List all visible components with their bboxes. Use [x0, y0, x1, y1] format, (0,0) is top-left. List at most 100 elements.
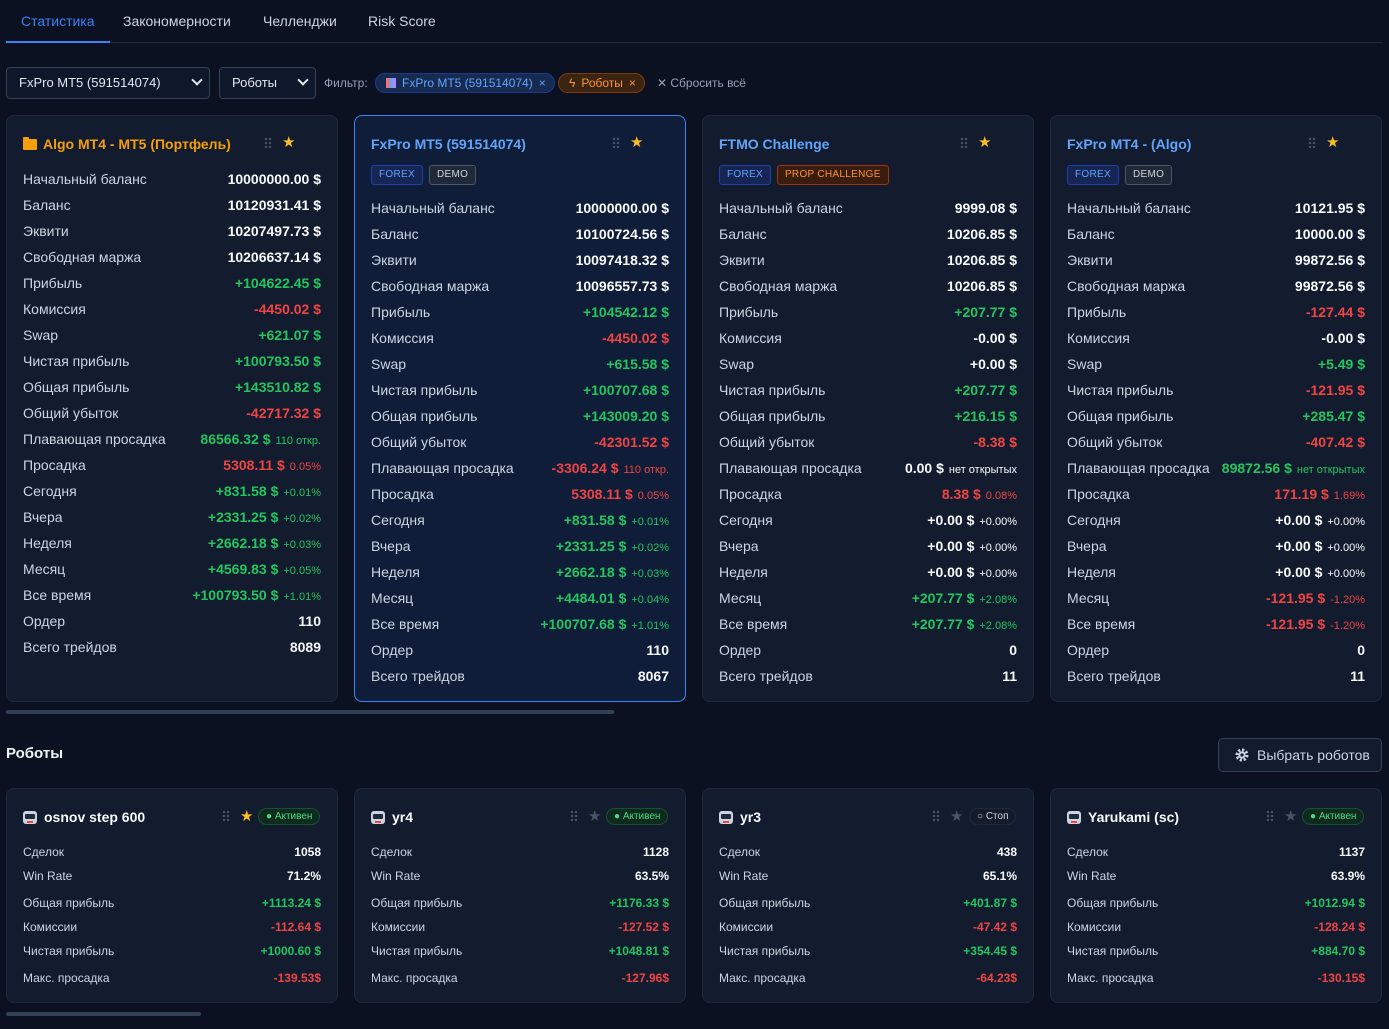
stat-value: +0.00 $ [970, 351, 1017, 377]
drag-handle-icon[interactable] [222, 810, 230, 822]
stat-amount: +621.07 $ [258, 327, 321, 343]
stat-row: Общий убыток -42717.32 $ [23, 400, 321, 426]
stat-label: Чистая прибыль [371, 382, 478, 398]
type-select[interactable]: Роботы [219, 67, 316, 99]
robot-stat-label: Общая прибыль [719, 896, 811, 910]
stat-label: Всего трейдов [371, 668, 465, 684]
stat-amount: +831.58 $ [215, 483, 279, 499]
account-card[interactable]: Algo MT4 - MT5 (Портфель) ★ Начальный ба… [6, 115, 338, 702]
drag-handle-icon[interactable] [960, 137, 968, 149]
robot-stat-value: 63.9% [1330, 869, 1365, 883]
stat-label: Swap [1067, 356, 1103, 372]
stat-value: -42301.52 $ [594, 429, 669, 455]
close-icon[interactable]: × [628, 76, 636, 90]
stat-value: 86566.32 $ 110 откр. [200, 426, 321, 454]
stat-amount: +615.58 $ [606, 356, 669, 372]
stat-value: +2662.18 $ +0.03% [556, 559, 669, 587]
stat-label: Эквити [371, 252, 417, 268]
stat-value: -121.95 $ -1.20% [1266, 585, 1365, 613]
horizontal-scrollbar[interactable] [6, 1012, 201, 1016]
robot-name: osnov step 600 [44, 809, 146, 825]
account-stats: Начальный баланс 10000000.00 $ Баланс 10120… [23, 166, 321, 660]
stat-value: +100707.68 $ +1.01% [540, 611, 669, 639]
stat-row: Вчера +2331.25 $ +0.02% [371, 533, 669, 559]
stat-label: Плавающая просадка [371, 460, 514, 476]
stat-value: +0.00 $ +0.00% [1275, 507, 1365, 535]
drag-handle-icon[interactable] [932, 810, 940, 822]
stat-label: Сегодня [371, 512, 425, 528]
stat-row: Прибыль +104542.12 $ [371, 299, 669, 325]
robot-stat-value: +1176.33 $ [609, 896, 669, 910]
reset-all-button[interactable]: ✕ Сбросить всё [657, 67, 746, 99]
tab-challenges[interactable]: Челленджи [263, 13, 337, 29]
tab-patterns[interactable]: Закономерности [123, 13, 231, 29]
stat-amount: +207.77 $ [954, 382, 1017, 398]
robot-stat-row: Комиссии -128.24 $ [1067, 915, 1365, 939]
drag-handle-icon[interactable] [570, 810, 578, 822]
star-icon[interactable]: ★ [1284, 808, 1298, 825]
drag-handle-icon[interactable] [1308, 137, 1316, 149]
stat-value: 10121.95 $ [1295, 195, 1365, 221]
account-card[interactable]: FTMO Challenge ★ FOREX PROP CHALLENGE Нач… [702, 115, 1034, 702]
close-icon[interactable]: × [538, 76, 546, 90]
stat-row: Всего трейдов 8089 [23, 634, 321, 660]
robot-title: yr3 [719, 809, 761, 825]
stat-row: Месяц +4484.01 $ +0.04% [371, 585, 669, 611]
drag-handle-icon[interactable] [264, 137, 272, 149]
stat-row: Плавающая просадка -3306.24 $ 110 откр. [371, 455, 669, 481]
stat-value: +207.77 $ [954, 299, 1017, 325]
status-badge: ● Активен [606, 808, 669, 825]
horizontal-scrollbar[interactable] [6, 710, 614, 714]
tab-risk-score[interactable]: Risk Score [368, 13, 436, 29]
account-select[interactable]: FxPro MT5 (591514074) [6, 67, 210, 99]
stat-label: Прибыль [1067, 304, 1127, 320]
stat-value: 10000000.00 $ [228, 166, 321, 192]
robot-stat-value: -139.53$ [273, 971, 321, 985]
stat-amount: +2331.25 $ [555, 538, 627, 554]
star-icon[interactable]: ★ [978, 134, 992, 151]
stat-row: Месяц +4569.83 $ +0.05% [23, 556, 321, 582]
stat-amount: 89872.56 $ [1221, 460, 1292, 476]
stat-row: Ордер 110 [23, 608, 321, 634]
account-card[interactable]: FxPro MT5 (591514074) ★ FOREX DEMO Началь… [354, 115, 686, 702]
stat-row: Свободная маржа 10206637.14 $ [23, 244, 321, 270]
robot-card[interactable]: yr4 ★ ● Активен Сделок 1128 Win Rate 63.5% О… [354, 788, 686, 1003]
robot-card[interactable]: yr3 ★ ○ Стоп Сделок 438 Win Rate 65.1% Общая… [702, 788, 1034, 1003]
robot-stat-row: Общая прибыль +1176.33 $ [371, 891, 669, 915]
stat-row: Баланс 10206.85 $ [719, 221, 1017, 247]
star-icon[interactable]: ★ [1326, 134, 1340, 151]
stat-label: Всего трейдов [23, 639, 117, 655]
stat-row: Общая прибыль +143009.20 $ [371, 403, 669, 429]
drag-handle-icon[interactable] [612, 137, 620, 149]
robot-card[interactable]: Yarukami (sc) ★ ● Активен Сделок 1137 Win … [1050, 788, 1382, 1003]
stat-value: +0.00 $ +0.00% [927, 533, 1017, 561]
stat-amount: 99872.56 $ [1294, 278, 1365, 294]
star-icon[interactable]: ★ [950, 808, 964, 825]
stat-sub: +0.00% [979, 516, 1017, 528]
star-icon[interactable]: ★ [240, 808, 254, 825]
stat-value: 10000.00 $ [1295, 221, 1365, 247]
star-icon[interactable]: ★ [588, 808, 602, 825]
robot-stat-value: -64.23$ [976, 971, 1017, 985]
drag-handle-icon[interactable] [1266, 810, 1274, 822]
stat-label: Вчера [371, 538, 411, 554]
stat-value: +0.00 $ +0.00% [927, 507, 1017, 535]
stat-amount: 5308.11 $ [571, 486, 633, 502]
pick-robots-button[interactable]: Выбрать роботов [1218, 738, 1382, 772]
stat-amount: +143510.82 $ [234, 379, 321, 395]
stat-label: Баланс [719, 226, 767, 242]
account-select-value: FxPro MT5 (591514074) [19, 75, 161, 90]
star-icon[interactable]: ★ [630, 134, 644, 151]
robot-stat-label: Комиссии [23, 920, 78, 934]
robot-stats: Сделок 1137 Win Rate 63.9% Общая прибыль +101… [1067, 840, 1365, 990]
account-badges: FOREX DEMO [1067, 164, 1178, 185]
tab-statistics[interactable]: Статистика [6, 0, 110, 43]
robot-stat-label: Чистая прибыль [719, 944, 811, 958]
stat-value: 5308.11 $ 0.05% [223, 452, 321, 480]
star-icon[interactable]: ★ [282, 134, 296, 151]
account-card[interactable]: FxPro MT4 - (Algo) ★ FOREX DEMO Начальный… [1050, 115, 1382, 702]
robot-stat-label: Макс. просадка [719, 971, 806, 985]
stat-value: 10096557.73 $ [576, 273, 669, 299]
robots-section-title: Роботы [6, 745, 64, 762]
robot-card[interactable]: osnov step 600 ★ ● Активен Сделок 1058 Win… [6, 788, 338, 1003]
